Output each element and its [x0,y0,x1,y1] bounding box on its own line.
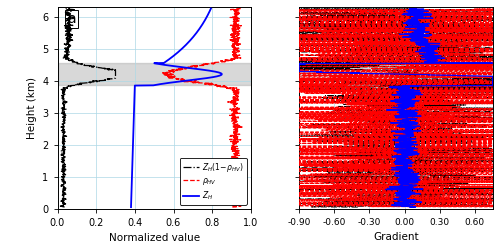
Y-axis label: Height (km): Height (km) [26,77,36,139]
Text: a: a [67,12,76,26]
Text: b: b [309,12,318,26]
X-axis label: Normalized value: Normalized value [108,233,200,243]
Bar [58,63,251,85]
Legend: $Z_H(1\!-\!\rho_{HV})$, $\rho_{HV}$, $Z_H$: $Z_H(1\!-\!\rho_{HV})$, $\rho_{HV}$, $Z_… [180,158,247,205]
X-axis label: Gradient: Gradient [373,232,418,242]
Bar [299,63,492,85]
